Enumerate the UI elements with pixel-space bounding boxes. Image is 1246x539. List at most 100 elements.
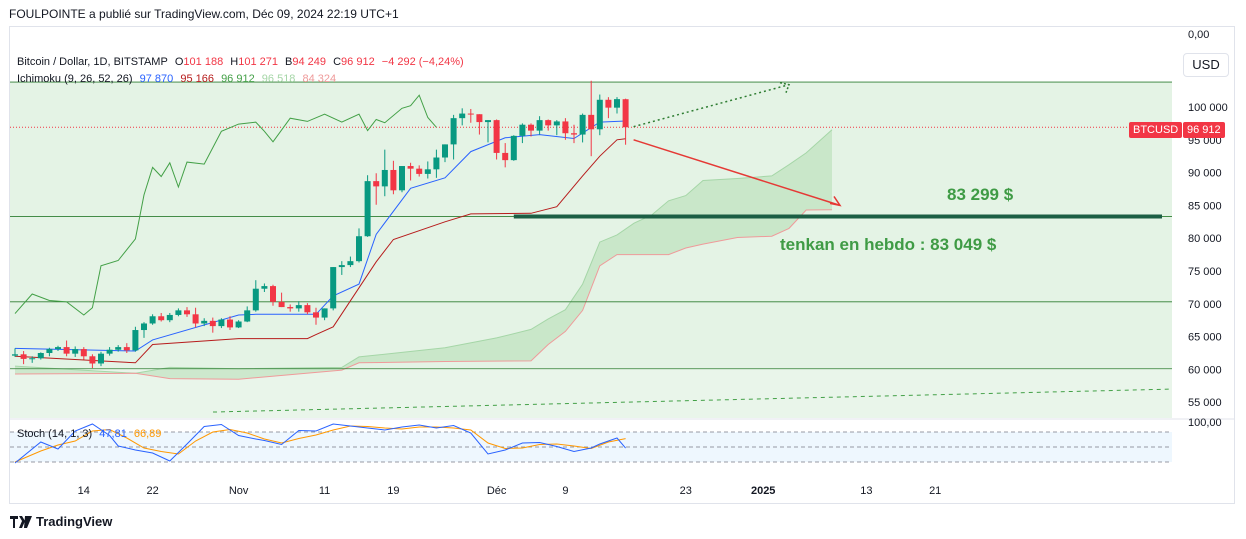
- candle-body: [63, 347, 70, 354]
- candle-body: [287, 307, 294, 309]
- ichimoku-tenkan-value: 97 870: [139, 73, 174, 85]
- time-tick-label: 2025: [751, 485, 775, 497]
- low-value: 94 249: [292, 56, 327, 68]
- time-tick-label: 23: [680, 485, 692, 497]
- candle-body: [356, 236, 362, 262]
- candle-body: [373, 181, 380, 187]
- publisher-header: FOULPOINTE a publié sur TradingView.com,…: [9, 7, 399, 21]
- currency-button[interactable]: USD: [1183, 53, 1229, 77]
- stoch-d-line: [14, 425, 626, 463]
- time-tick-label: Déc: [487, 485, 507, 497]
- stoch-k-value: 47,81: [99, 428, 127, 440]
- candle-body: [330, 267, 337, 309]
- candle-body: [562, 121, 569, 134]
- candle-body: [158, 316, 165, 321]
- ichimoku-chikou-value: 96 912: [221, 73, 255, 85]
- symbol-tag: BTCUSD: [1129, 122, 1183, 138]
- candle-body: [184, 310, 190, 315]
- candle-body: [89, 356, 96, 364]
- candle-body: [605, 99, 612, 108]
- open-value: 101 188: [183, 56, 224, 68]
- stoch-title: Stoch (14, 1, 3): [17, 428, 93, 440]
- price-scale-top-label: 0,00: [1188, 29, 1210, 41]
- symbol-legend: Bitcoin / Dollar, 1D, BITSTAMP O101 188 …: [17, 56, 468, 68]
- candle-body: [12, 354, 18, 356]
- candle-body: [510, 135, 517, 161]
- time-tick-label: Nov: [229, 485, 249, 497]
- candle-body: [364, 181, 371, 237]
- tradingview-brand: TradingView: [36, 514, 113, 529]
- candle-body: [278, 301, 285, 308]
- candle-body: [571, 133, 577, 135]
- stoch-d-value: 66,89: [133, 428, 162, 440]
- candle-body: [209, 320, 216, 327]
- senkou-span-a: [14, 129, 833, 374]
- candle-body: [115, 347, 122, 350]
- lower-zone: [10, 368, 1172, 418]
- projection-arrow-up: [633, 83, 790, 128]
- candle-body: [218, 319, 225, 327]
- price-tick-label: 55 000: [1188, 397, 1222, 409]
- candle-body: [450, 118, 457, 145]
- candle-body: [416, 168, 423, 174]
- price-tick-label: 75 000: [1188, 266, 1222, 278]
- candle-body: [29, 358, 36, 360]
- candle-body: [235, 321, 242, 328]
- chikou-span: [14, 94, 437, 316]
- tradingview-logo-icon: [10, 515, 32, 528]
- price-tick-label: 80 000: [1188, 233, 1222, 245]
- price-tick-label: 65 000: [1188, 332, 1222, 344]
- low-label: B: [285, 56, 293, 68]
- candle-body: [476, 114, 483, 123]
- candle-body: [37, 353, 44, 359]
- change-value: −4 292 (−4,24%): [381, 56, 464, 68]
- candle-body: [175, 310, 182, 315]
- candle-body: [20, 354, 27, 359]
- candle-body: [201, 320, 208, 324]
- candle-body: [459, 113, 466, 119]
- candle-body: [106, 349, 113, 354]
- tradingview-footer: TradingView: [10, 514, 112, 529]
- ichimoku-title: Ichimoku (9, 26, 52, 26): [17, 73, 133, 85]
- candle-body: [295, 305, 302, 309]
- candle-body: [579, 114, 586, 135]
- candle-body: [192, 314, 199, 324]
- candle-body: [528, 124, 534, 131]
- candle-body: [588, 114, 595, 130]
- candle-body: [80, 349, 87, 357]
- time-tick-label: 19: [387, 485, 399, 497]
- candle-body: [244, 310, 251, 322]
- candle-body: [553, 121, 560, 126]
- candle-body: [596, 99, 603, 130]
- price-tick-label: 70 000: [1188, 299, 1222, 311]
- candle-body: [338, 265, 345, 268]
- ichimoku-span-b-value: 84 324: [302, 73, 337, 85]
- ohlc-low: B94 249: [285, 56, 326, 68]
- ohlc-open: O101 188: [175, 56, 223, 68]
- candle-body: [55, 347, 61, 350]
- candle-body: [132, 330, 139, 351]
- level-annotation: 83 299 $: [947, 185, 1014, 204]
- ohlc-high: H101 271: [230, 56, 278, 68]
- candle-body: [407, 166, 414, 169]
- time-tick-label: 13: [860, 485, 872, 497]
- candle-body: [347, 261, 354, 266]
- time-tick-label: 21: [929, 485, 941, 497]
- candle-body: [493, 120, 500, 153]
- candle-body: [98, 353, 104, 364]
- candle-body: [261, 286, 268, 289]
- candle-body: [622, 99, 629, 128]
- candle-body: [424, 169, 431, 174]
- time-tick-label: 11: [319, 485, 330, 497]
- candle-body: [72, 349, 79, 354]
- candle-body: [442, 144, 448, 158]
- close-label: C: [333, 56, 342, 68]
- price-tick-label: 90 000: [1188, 168, 1222, 180]
- candle-body: [166, 314, 173, 321]
- candle-body: [485, 120, 491, 123]
- chart-frame: [9, 26, 1235, 504]
- candle-body: [381, 169, 388, 187]
- kijun-sen: [14, 138, 626, 364]
- candle-body: [614, 99, 620, 108]
